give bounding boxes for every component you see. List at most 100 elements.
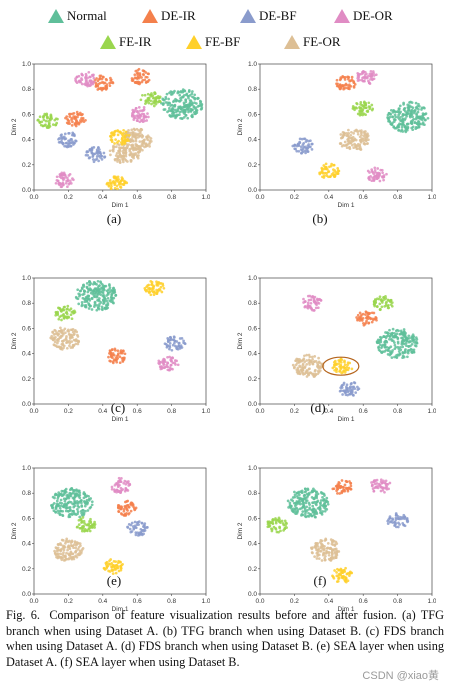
- data-point: [70, 116, 74, 120]
- data-point: [387, 346, 391, 350]
- data-point: [309, 371, 313, 375]
- data-point: [326, 546, 330, 550]
- data-point: [393, 520, 397, 524]
- data-point: [74, 342, 78, 346]
- data-point: [105, 182, 109, 186]
- legend-item-fe-ir: FE-IR: [100, 34, 152, 50]
- data-point: [266, 522, 270, 526]
- data-point: [339, 363, 343, 367]
- data-point: [398, 353, 402, 356]
- data-point: [80, 287, 84, 291]
- data-point: [324, 166, 328, 169]
- data-point: [412, 350, 416, 354]
- data-point: [367, 101, 371, 105]
- legend: Normal DE-IR DE-BF DE-OR FE-IR FE-BF FE-OR: [0, 0, 451, 60]
- data-point: [124, 500, 127, 504]
- data-point: [60, 494, 64, 498]
- data-point: [307, 139, 311, 143]
- data-point: [194, 109, 198, 113]
- cluster-fe-or: [108, 139, 142, 164]
- data-point: [407, 108, 411, 112]
- x-tick-label: 0.0: [29, 598, 38, 605]
- data-point: [350, 367, 354, 371]
- data-point: [404, 350, 407, 354]
- data-point: [124, 130, 128, 134]
- data-point: [72, 111, 76, 115]
- data-point: [69, 494, 73, 498]
- data-point: [167, 101, 171, 105]
- data-point: [54, 332, 57, 336]
- data-point: [60, 310, 63, 313]
- data-point: [98, 297, 101, 300]
- data-point: [171, 112, 174, 116]
- data-point: [131, 139, 134, 143]
- data-point: [83, 304, 87, 307]
- data-point: [376, 171, 380, 175]
- data-point: [110, 569, 114, 572]
- data-point: [59, 498, 63, 502]
- data-point: [73, 122, 77, 125]
- cluster-fe-or: [309, 537, 341, 562]
- data-point: [129, 159, 133, 162]
- data-point: [365, 76, 369, 80]
- data-point: [116, 187, 119, 191]
- data-point: [347, 137, 350, 141]
- data-point: [311, 507, 315, 511]
- data-point: [362, 142, 366, 145]
- data-point: [305, 305, 309, 309]
- data-point: [116, 564, 120, 568]
- data-point: [369, 70, 373, 73]
- data-point: [130, 77, 134, 80]
- data-point: [84, 72, 88, 76]
- data-point: [373, 166, 377, 170]
- data-point: [179, 344, 183, 347]
- data-point: [359, 101, 363, 104]
- data-point: [388, 353, 392, 357]
- data-point: [52, 338, 55, 342]
- data-point: [67, 330, 71, 333]
- data-point: [51, 495, 55, 499]
- data-point: [342, 366, 346, 370]
- data-point: [317, 557, 321, 560]
- data-point: [334, 362, 337, 366]
- data-point: [391, 349, 394, 352]
- data-point: [326, 502, 330, 506]
- data-point: [70, 124, 74, 127]
- x-tick-label: 1.0: [427, 408, 436, 415]
- data-point: [71, 509, 74, 513]
- data-point: [155, 96, 158, 100]
- data-point: [84, 296, 88, 299]
- data-point: [312, 487, 315, 491]
- data-point: [68, 139, 72, 142]
- data-point: [120, 357, 124, 360]
- data-point: [49, 336, 53, 340]
- data-point: [60, 171, 64, 175]
- data-point: [97, 150, 101, 154]
- data-point: [353, 137, 357, 141]
- data-point: [195, 102, 198, 105]
- data-point: [83, 529, 86, 533]
- data-point: [86, 509, 90, 512]
- cluster-de-bf: [57, 131, 78, 149]
- x-axis-label: Dim 1: [112, 416, 129, 421]
- y-axis-label: Dim 2: [11, 332, 18, 349]
- data-point: [193, 93, 197, 97]
- y-tick-label: 0.0: [22, 401, 31, 408]
- data-point: [81, 116, 85, 120]
- data-point: [102, 295, 106, 298]
- cluster-fe-bf: [143, 280, 166, 297]
- data-point: [309, 301, 313, 305]
- data-point: [362, 130, 366, 134]
- data-point: [54, 344, 58, 348]
- data-point: [179, 107, 183, 111]
- data-point: [329, 175, 332, 178]
- data-point: [187, 106, 191, 110]
- data-point: [78, 111, 82, 115]
- data-point: [348, 83, 351, 87]
- data-point: [199, 107, 203, 111]
- data-point: [410, 110, 413, 114]
- data-point: [393, 331, 396, 335]
- data-point: [393, 343, 397, 347]
- data-point: [368, 171, 371, 174]
- data-point: [316, 554, 319, 558]
